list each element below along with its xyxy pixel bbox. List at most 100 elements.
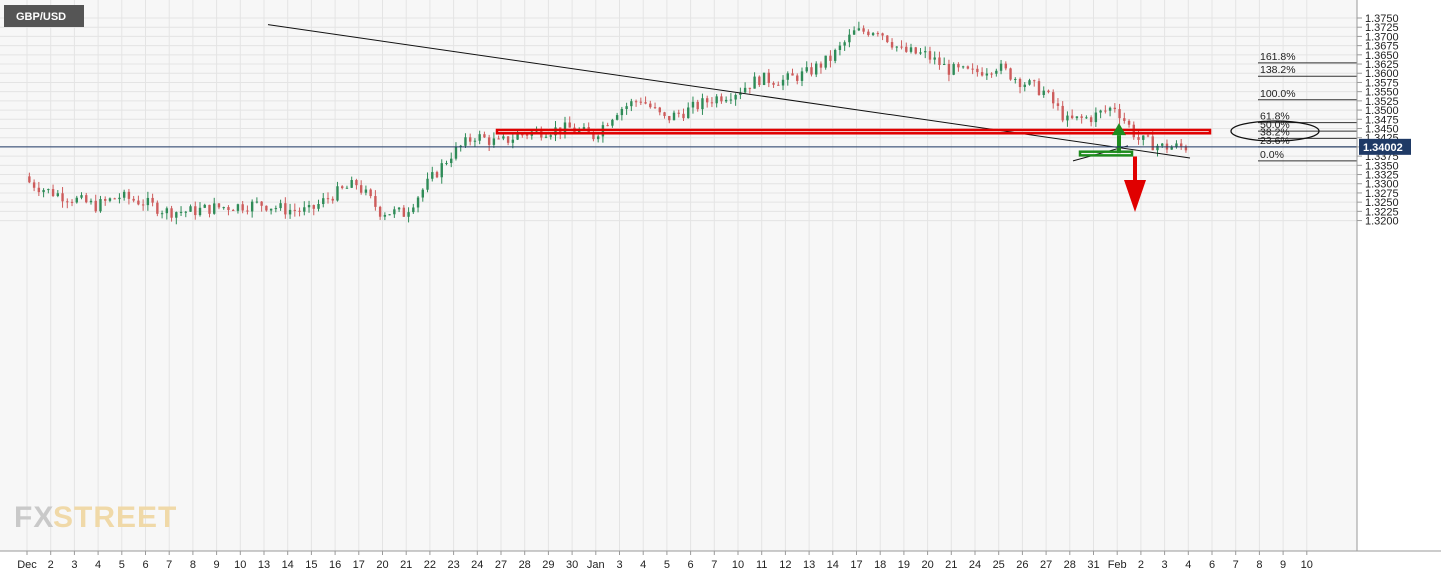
- candle: [696, 99, 699, 112]
- candle: [293, 203, 297, 217]
- candle: [132, 195, 135, 203]
- candle-body: [151, 197, 154, 203]
- candle: [350, 176, 353, 189]
- candle-body: [1080, 116, 1083, 118]
- candle-body: [980, 72, 984, 76]
- candle: [146, 191, 150, 211]
- x-tick-label: 28: [519, 559, 531, 571]
- candle-body: [1089, 117, 1093, 123]
- candle: [269, 208, 273, 215]
- candle: [791, 68, 794, 76]
- candle-body: [748, 87, 752, 89]
- candle: [881, 32, 884, 41]
- x-tick-label: 7: [711, 559, 717, 571]
- candle-body: [971, 68, 974, 70]
- candle: [284, 197, 287, 219]
- candle-body: [459, 145, 462, 147]
- candle-body: [663, 112, 666, 116]
- candle: [1052, 89, 1055, 109]
- candle-body: [175, 212, 178, 218]
- x-tick-label: 4: [640, 559, 646, 571]
- candle-body: [108, 198, 112, 201]
- candle-body: [326, 198, 330, 200]
- candle-body: [260, 201, 263, 206]
- candle: [473, 138, 477, 148]
- candle-body: [184, 211, 187, 213]
- support-zone-box: [1078, 150, 1134, 157]
- candle-body: [236, 204, 240, 211]
- candle-body: [194, 206, 197, 216]
- candle: [990, 72, 993, 78]
- candle-body: [815, 63, 818, 75]
- candle: [118, 193, 121, 204]
- x-tick-label: 14: [827, 559, 839, 571]
- candle-body: [905, 46, 908, 52]
- x-tick-label: 13: [803, 559, 815, 571]
- candle-body: [246, 210, 249, 212]
- candle-body: [705, 98, 709, 103]
- candle: [1113, 103, 1117, 113]
- candle-body: [942, 63, 946, 66]
- candle: [734, 93, 737, 106]
- candle: [762, 72, 766, 86]
- x-tick-label: 4: [1185, 559, 1191, 571]
- candle-body: [227, 207, 230, 211]
- candle-body: [848, 34, 851, 43]
- candle: [407, 207, 410, 223]
- candle-body: [1170, 147, 1173, 150]
- x-tick-label: 22: [424, 559, 436, 571]
- candle: [478, 130, 481, 145]
- candle-body: [222, 207, 225, 209]
- candle-body: [198, 207, 202, 216]
- candle: [819, 61, 823, 74]
- x-tick-label: 6: [1209, 559, 1215, 571]
- candle-body: [1047, 90, 1050, 93]
- candle: [886, 35, 889, 44]
- candle: [824, 55, 827, 70]
- candle: [1047, 89, 1050, 94]
- candle: [705, 95, 709, 108]
- candle-body: [42, 190, 45, 193]
- candle-body: [582, 127, 586, 130]
- x-tick-label: 21: [400, 559, 412, 571]
- candle-body: [867, 31, 870, 36]
- candle: [440, 159, 443, 184]
- x-tick-label: 9: [1280, 559, 1286, 571]
- x-tick-label: 28: [1064, 559, 1076, 571]
- candle: [957, 62, 960, 72]
- candle: [805, 61, 808, 73]
- candle: [378, 205, 382, 220]
- candle-body: [331, 198, 334, 201]
- candle-body: [393, 209, 396, 215]
- candle: [1085, 115, 1088, 119]
- candle-body: [805, 67, 808, 72]
- candle-body: [61, 193, 64, 202]
- candle-body: [995, 70, 998, 74]
- candle: [909, 43, 913, 54]
- candle-body: [483, 134, 486, 138]
- candle-body: [141, 204, 145, 206]
- candle: [236, 203, 240, 214]
- x-tick-label: 5: [119, 559, 125, 571]
- candle: [32, 179, 36, 192]
- candle: [137, 195, 140, 206]
- candle-body: [966, 66, 970, 69]
- symbol-tag[interactable]: GBP/USD: [4, 5, 84, 27]
- candle-body: [1151, 136, 1154, 151]
- candle: [890, 38, 894, 50]
- candle: [1156, 143, 1159, 157]
- candle-body: [1056, 103, 1060, 106]
- candle-body: [786, 73, 789, 80]
- candle-body: [37, 187, 41, 193]
- candle-body: [715, 96, 718, 104]
- y-axis: 1.32001.32251.32501.32751.33001.33251.33…: [1357, 13, 1411, 228]
- candle: [966, 65, 970, 70]
- x-tick-label: 20: [921, 559, 933, 571]
- candle: [833, 48, 837, 64]
- candle-body: [928, 51, 932, 60]
- y-tick-label: 1.3350: [1365, 160, 1399, 172]
- candle: [459, 144, 462, 152]
- candle: [796, 73, 799, 85]
- candle-body: [213, 203, 216, 214]
